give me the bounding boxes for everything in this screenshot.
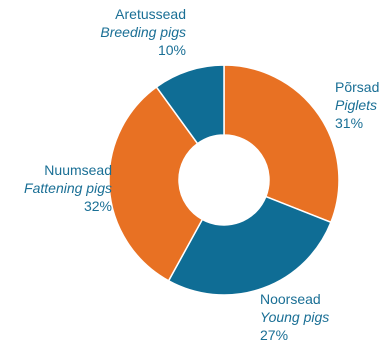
slice-label-en: Piglets (335, 97, 378, 113)
slice-young-pigs (167, 195, 332, 296)
slice-breeding-pigs (155, 64, 225, 145)
slice-label-et: Aretussead (115, 6, 186, 22)
slice-label-en: Breeding pigs (100, 24, 186, 40)
slice-value-label: 31% (335, 115, 364, 131)
slice-label-fattening-pigs: Nuumsead Fattening pigs 32% (2, 161, 112, 215)
slice-value-label: 10% (157, 42, 186, 58)
slice-label-et: Noorsead (260, 291, 321, 307)
slice-value-label: 32% (83, 198, 112, 214)
slice-label-et: Põrsad (335, 79, 380, 95)
slice-label-breeding-pigs: Aretussead Breeding pigs 10% (70, 5, 186, 59)
slice-piglets (223, 64, 340, 224)
slice-value-label: 27% (260, 327, 289, 343)
slice-label-young-pigs: Noorsead Young pigs 27% (260, 290, 329, 344)
slice-fattening-pigs (108, 85, 204, 282)
slice-label-piglets: Põrsad Piglets 31% (335, 78, 379, 132)
slice-label-en: Young pigs (260, 309, 330, 325)
slice-label-en: Fattening pigs (24, 180, 112, 196)
slice-label-et: Nuumsead (44, 162, 112, 178)
